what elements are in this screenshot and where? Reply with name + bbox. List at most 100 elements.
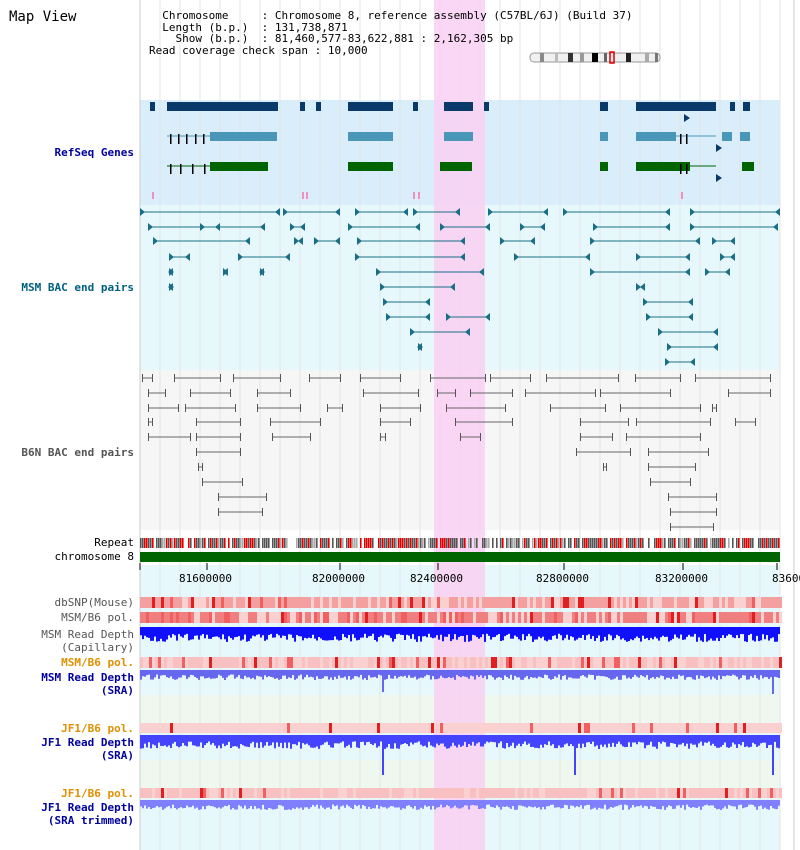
repeat-element — [748, 538, 750, 548]
bac-end-marker — [294, 237, 299, 245]
read-depth-bar — [282, 735, 284, 749]
polymorphism-cell — [578, 788, 581, 798]
polymorphism-cell — [353, 723, 356, 733]
read-depth-bar — [568, 627, 570, 640]
polymorphism-cell — [338, 788, 341, 798]
polymorphism-cell — [713, 657, 716, 668]
read-depth-bar — [362, 735, 364, 742]
track-label-chromosome[interactable]: chromosome 8 — [54, 550, 134, 563]
repeat-element — [620, 538, 622, 548]
track-label-msm-depth-capillary[interactable]: MSM Read Depth — [41, 628, 134, 641]
read-depth-bar — [610, 735, 612, 747]
bac-end-marker — [720, 253, 725, 261]
polymorphism-cell — [350, 597, 353, 608]
track-label-jf1-b6-pol-trimmed[interactable]: JF1/B6 pol. — [61, 787, 134, 800]
polymorphism-cell — [161, 597, 164, 608]
polymorphism-cell — [776, 657, 779, 668]
read-depth-bar — [250, 627, 252, 639]
read-depth-bar — [314, 735, 316, 748]
read-depth-bar — [736, 800, 738, 810]
polymorphism-cell — [617, 597, 620, 608]
read-depth-bar — [220, 670, 222, 676]
read-depth-bar — [190, 627, 192, 640]
track-label-msm-b6-pol-sra[interactable]: MSM/B6 pol. — [61, 656, 134, 669]
repeat-element — [204, 538, 206, 548]
read-depth-bar — [638, 627, 640, 639]
track-label-msm-depth-sra[interactable]: MSM Read Depth — [41, 671, 134, 684]
polymorphism-cell — [326, 612, 329, 623]
polymorphism-cell — [227, 657, 230, 668]
polymorphism-cell — [521, 612, 524, 623]
track-label-msm-bac[interactable]: MSM BAC end pairs — [21, 281, 134, 294]
track-label-b6n-bac[interactable]: B6N BAC end pairs — [21, 446, 134, 459]
read-depth-bar — [272, 735, 274, 743]
repeat-element — [300, 538, 302, 548]
track-label-msm-b6-pol-capillary[interactable]: MSM/B6 pol. — [61, 611, 134, 624]
polymorphism-cell — [407, 788, 410, 798]
polymorphism-cell — [194, 612, 197, 623]
repeat-element — [460, 538, 462, 548]
bac-end-marker — [380, 418, 381, 426]
bac-end-marker — [152, 418, 153, 426]
read-depth-bar — [232, 735, 234, 747]
read-depth-bar — [188, 735, 190, 742]
read-depth-bar — [766, 735, 768, 748]
track-label-jf1-depth-sra[interactable]: JF1 Read Depth — [41, 736, 134, 749]
polymorphism-cell — [584, 612, 587, 623]
track-label-jf1-depth-trimmed[interactable]: JF1 Read Depth — [41, 801, 134, 814]
polymorphism-cell — [680, 657, 683, 668]
read-depth-bar — [772, 800, 774, 809]
polymorphism-cell — [641, 657, 644, 668]
polymorphism-cell — [629, 788, 632, 798]
gene-exon — [413, 102, 418, 111]
polymorphism-cell — [404, 788, 407, 798]
read-depth-bar — [564, 627, 566, 639]
polymorphism-cell — [542, 612, 545, 623]
track-label-repeat[interactable]: Repeat — [94, 536, 134, 549]
read-depth-bar — [530, 670, 532, 678]
read-depth-bar — [770, 800, 772, 806]
read-depth-bar — [606, 670, 608, 678]
read-depth-bar — [436, 627, 438, 636]
repeat-element — [434, 538, 436, 548]
bac-end-marker — [479, 268, 484, 276]
read-depth-bar — [652, 670, 654, 678]
polymorphism-cell — [746, 597, 749, 608]
repeat-element — [556, 538, 558, 548]
read-depth-bar — [554, 670, 556, 677]
read-depth-bar — [678, 800, 680, 806]
read-depth-bar — [332, 735, 334, 748]
polymorphism-cell — [752, 612, 755, 623]
read-depth-bar — [416, 800, 418, 810]
polymorphism-cell — [653, 597, 656, 608]
polymorphism-cell — [260, 597, 263, 608]
polymorphism-cell — [191, 612, 194, 623]
read-depth-bar — [574, 735, 576, 775]
read-depth-bar — [422, 627, 424, 637]
polymorphism-cell — [653, 657, 656, 668]
polymorphism-cell — [578, 612, 581, 623]
read-depth-bar — [496, 800, 498, 806]
read-depth-bar — [532, 800, 534, 808]
track-label-dbsnp[interactable]: dbSNP(Mouse) — [54, 596, 134, 609]
track-label-jf1-b6-pol-sra[interactable]: JF1/B6 pol. — [61, 722, 134, 735]
repeat-element — [448, 538, 450, 548]
polymorphism-cell — [302, 597, 305, 608]
repeat-element — [236, 538, 238, 548]
read-depth-bar — [182, 670, 184, 676]
bac-end-marker — [275, 208, 280, 216]
track-label-refseq[interactable]: RefSeq Genes — [54, 146, 134, 159]
read-depth-bar — [186, 670, 188, 679]
read-depth-bar — [494, 800, 496, 808]
bac-end-marker — [380, 404, 381, 412]
read-depth-bar — [210, 670, 212, 679]
repeat-element — [712, 538, 714, 548]
read-depth-bar — [658, 735, 660, 742]
read-depth-bar — [262, 670, 264, 680]
bac-end-marker — [290, 223, 295, 231]
polymorphism-cell — [248, 788, 251, 798]
polymorphism-cell — [215, 612, 218, 623]
read-depth-bar — [674, 800, 676, 809]
read-depth-bar — [166, 670, 168, 678]
